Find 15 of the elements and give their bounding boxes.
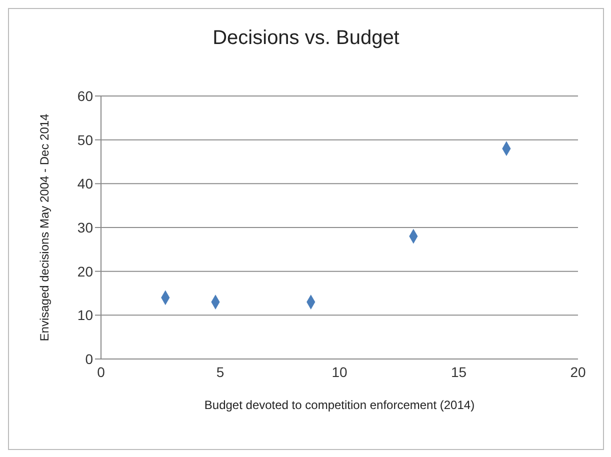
y-tick-label: 40	[77, 176, 94, 192]
y-axis-title: Envisaged decisions May 2004 - Dec 2014	[37, 113, 52, 342]
x-tick-label: 5	[216, 364, 224, 380]
x-tick-label: 10	[332, 364, 348, 380]
chart-title: Decisions vs. Budget	[212, 27, 400, 50]
y-tick-label: 20	[77, 263, 94, 280]
y-tick-label: 60	[77, 88, 94, 104]
x-tick-label: 15	[450, 364, 467, 380]
y-tick-label: 0	[85, 350, 94, 367]
x-tick-label: 0	[97, 364, 106, 380]
y-tick-label: 30	[77, 219, 94, 236]
x-tick-label: 20	[570, 364, 586, 380]
x-axis-title: Budget devoted to competition enforcement (2014)	[204, 398, 475, 412]
y-tick-label: 50	[77, 132, 94, 148]
y-tick-label: 10	[77, 307, 94, 324]
